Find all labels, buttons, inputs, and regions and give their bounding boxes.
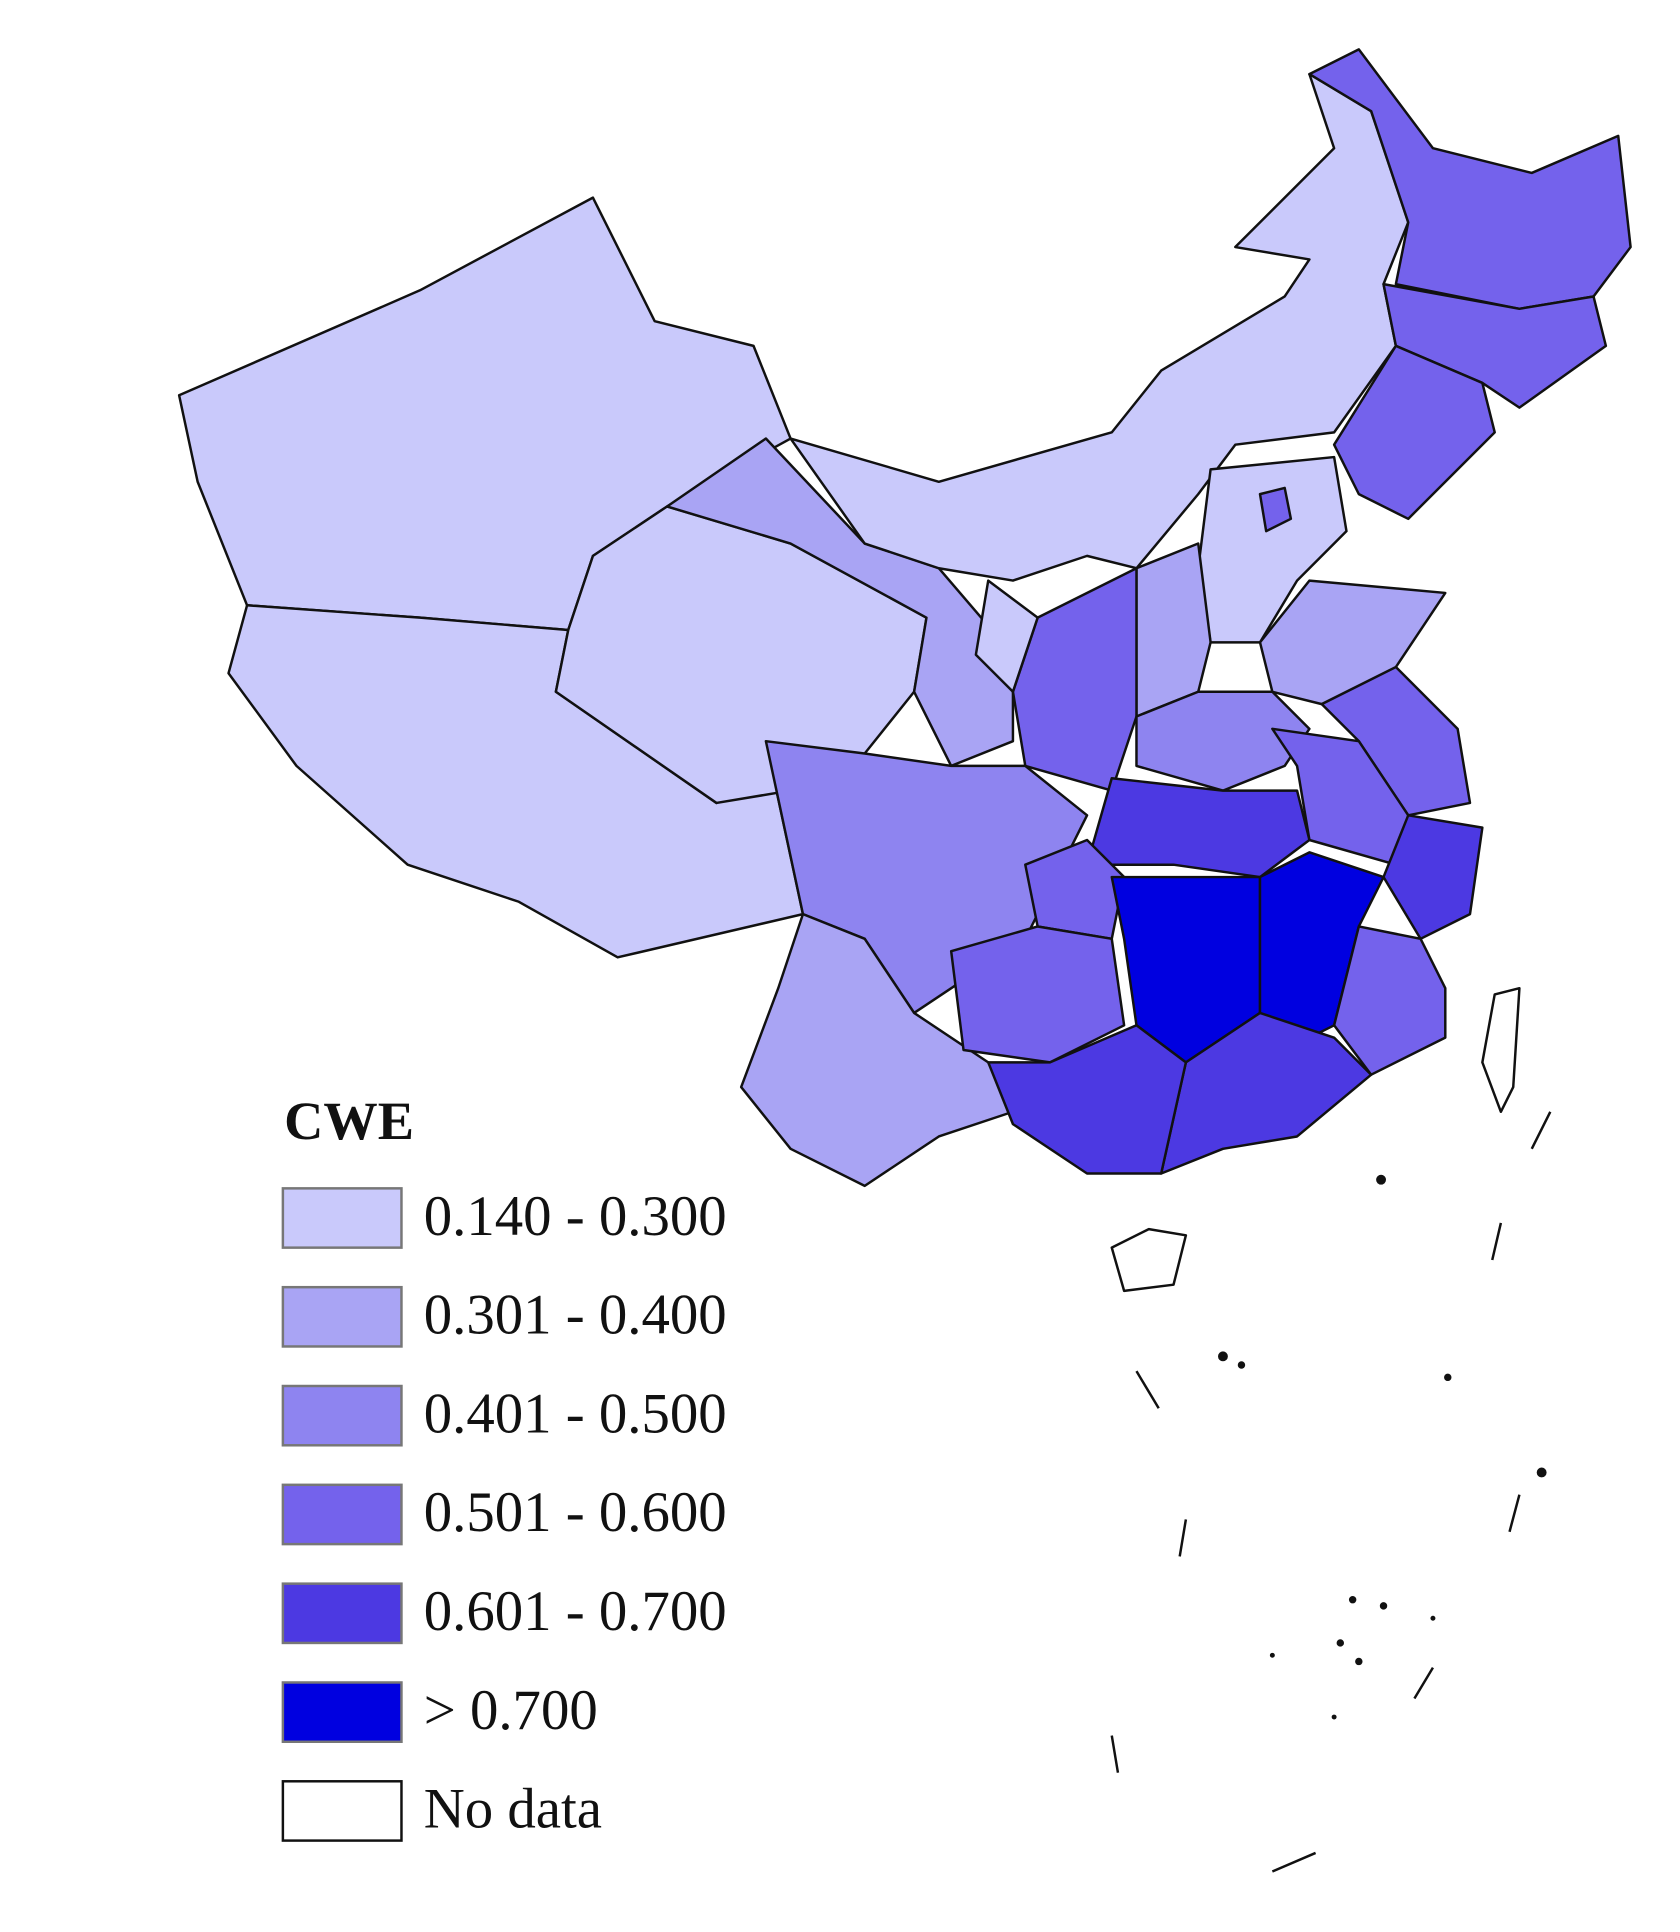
legend: CWE 0.140 - 0.300 0.301 - 0.400 0.401 - 0.… [281,1091,727,1842]
shandong [1258,579,1447,706]
legend-label: 0.140 - 0.300 [424,1185,727,1248]
hainan [1110,1227,1188,1293]
guangxi [987,1024,1188,1175]
heilongjiang [1308,48,1632,311]
guangdong [1159,1011,1373,1175]
shaanxi [1011,567,1138,792]
legend-swatch [281,1187,403,1249]
legend-label: 0.501 - 0.600 [424,1481,727,1544]
provinces [177,48,1632,1293]
hubei [1085,777,1311,879]
beijing [1258,486,1293,533]
legend-swatch [281,1582,403,1645]
legend-swatch [281,1384,403,1447]
legend-swatch [281,1681,403,1744]
legend-swatch [281,1483,403,1546]
liaoning [1332,344,1496,521]
taiwan [1481,987,1521,1113]
guizhou [949,925,1126,1064]
zhejiang [1382,814,1484,941]
sea-islands [1110,1111,1552,1873]
legend-swatch [281,1285,403,1348]
legend-title: CWE [284,1091,414,1151]
legend-swatch [281,1780,403,1842]
boundary-dash [1110,1111,1552,1873]
legend-label: > 0.700 [424,1679,598,1742]
ningxia [974,579,1039,693]
island-dots [1218,1174,1547,1720]
legend-label: No data [424,1778,602,1841]
gansu [665,437,1015,768]
yunnan [739,912,1015,1188]
legend-label: 0.401 - 0.500 [424,1382,727,1445]
legend-label: 0.601 - 0.700 [424,1580,727,1643]
inner-mongolia [789,72,1410,582]
fujian [1332,925,1447,1076]
legend-label: 0.301 - 0.400 [424,1284,727,1347]
